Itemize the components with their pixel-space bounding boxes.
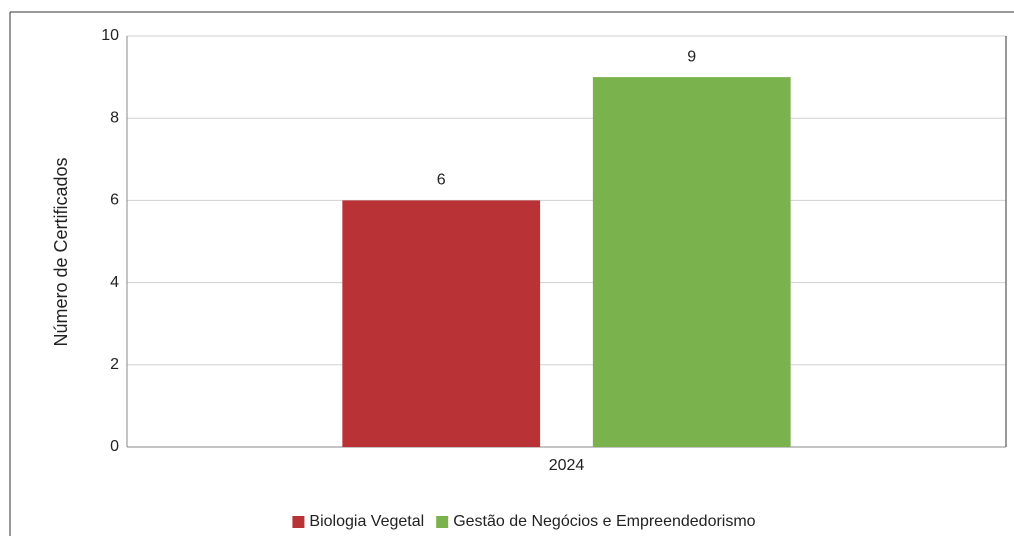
y-tick-label: 8 <box>110 109 119 126</box>
y-tick-label: 10 <box>101 27 119 44</box>
x-tick-label: 2024 <box>549 457 585 474</box>
legend-swatch <box>292 516 305 528</box>
y-tick-label: 4 <box>110 274 119 291</box>
y-tick-label: 0 <box>110 438 119 455</box>
bar <box>342 200 541 447</box>
y-tick-label: 2 <box>110 356 119 373</box>
legend-label: Biologia Vegetal <box>309 513 424 530</box>
bar <box>592 77 791 447</box>
value-label: 9 <box>687 48 696 65</box>
legend-swatch <box>436 516 449 528</box>
y-tick-label: 6 <box>110 192 119 209</box>
value-label: 6 <box>437 172 446 189</box>
y-axis-label: Número de Certificados <box>51 157 71 346</box>
legend-label: Gestão de Negócios e Empreendedorismo <box>453 513 755 530</box>
